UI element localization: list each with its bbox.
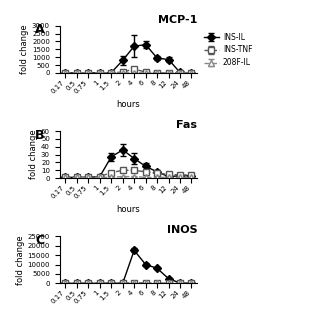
X-axis label: hours: hours (116, 205, 140, 214)
Text: MCP-1: MCP-1 (158, 15, 197, 25)
Text: B: B (35, 129, 44, 142)
Text: C: C (35, 234, 44, 247)
Legend: INS-IL, INS-TNF, 208F-IL: INS-IL, INS-TNF, 208F-IL (201, 29, 255, 70)
Text: Fas: Fas (176, 120, 197, 130)
X-axis label: hours: hours (116, 100, 140, 109)
Text: INOS: INOS (167, 226, 197, 236)
Y-axis label: fold change: fold change (20, 25, 29, 74)
Y-axis label: fold change: fold change (16, 235, 25, 284)
Text: A: A (35, 23, 44, 36)
Y-axis label: fold change: fold change (29, 130, 38, 180)
